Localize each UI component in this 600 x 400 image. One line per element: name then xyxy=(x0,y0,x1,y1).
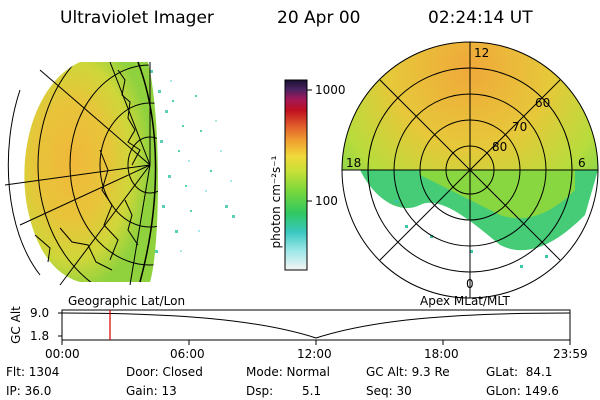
altitude-xtick-2: 12:00 xyxy=(297,347,332,361)
altitude-xtick-3: 18:00 xyxy=(424,347,459,361)
right-panel-caption: Apex MLat/MLT xyxy=(420,294,510,308)
altitude-xtick-1: 06:00 xyxy=(170,347,205,361)
altitude-xtick-0: 00:00 xyxy=(45,347,80,361)
info-dsp-label: Dsp: xyxy=(246,384,274,398)
app-title: Ultraviolet Imager xyxy=(60,8,214,28)
altitude-xtick-4: 23:59 xyxy=(553,347,588,361)
altitude-ytick-low: 1.8 xyxy=(30,329,50,343)
info-ip: IP: 36.0 xyxy=(6,384,52,398)
info-flt: Flt: 1304 xyxy=(6,365,60,379)
polar-lat-70: 70 xyxy=(512,120,528,134)
info-dsp-value: 5.1 xyxy=(302,384,322,398)
colorbar-tick-100: 100 xyxy=(315,194,338,208)
date-label: 20 Apr 00 xyxy=(277,8,361,28)
polar-mlt-12: 12 xyxy=(474,46,490,60)
info-gain: Gain: 13 xyxy=(126,384,177,398)
altitude-ytick-high: 9.0 xyxy=(30,306,50,320)
info-door: Door: Closed xyxy=(126,365,203,379)
polar-lat-60: 60 xyxy=(535,96,551,110)
altitude-plot xyxy=(58,309,571,345)
polar-mlt-6: 6 xyxy=(578,156,586,170)
colorbar xyxy=(284,79,312,271)
info-gcalt: GC Alt: 9.3 Re xyxy=(366,365,450,379)
time-label: 02:24:14 UT xyxy=(428,8,533,28)
left-panel-caption: Geographic Lat/Lon xyxy=(68,294,186,308)
info-mode: Mode: Normal xyxy=(246,365,330,379)
info-glat: GLat: 84.1 xyxy=(486,365,553,379)
colorbar-unit-label: photon cm⁻²s⁻¹ xyxy=(269,155,283,249)
info-seq: Seq: 30 xyxy=(366,384,412,398)
polar-image xyxy=(341,41,599,299)
colorbar-tick-1000: 1000 xyxy=(315,83,346,97)
polar-mlt-0: 0 xyxy=(466,277,474,291)
geographic-image xyxy=(4,61,235,286)
info-glon: GLon: 149.6 xyxy=(486,384,559,398)
polar-lat-80: 80 xyxy=(492,140,508,154)
altitude-ylabel: GC Alt xyxy=(9,306,23,344)
polar-mlt-18: 18 xyxy=(346,156,362,170)
